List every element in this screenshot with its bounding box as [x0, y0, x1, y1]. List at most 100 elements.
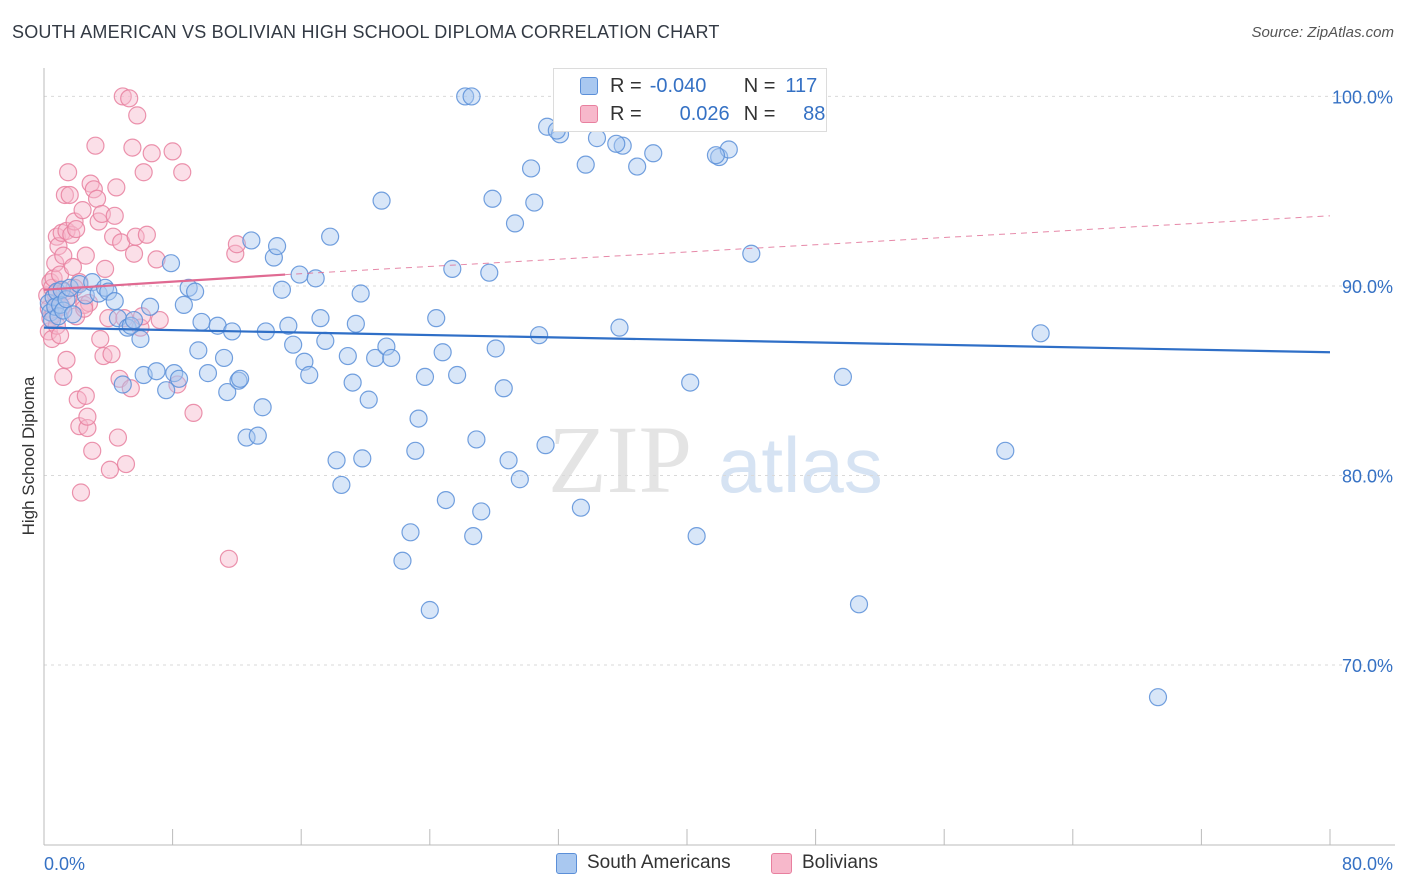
data-point-south-american: [169, 369, 189, 388]
data-point-south-american: [456, 87, 475, 106]
legend-r-value: 0.026: [679, 102, 730, 125]
legend-r-label: R =: [610, 74, 642, 97]
data-point-south-american: [279, 316, 298, 335]
data-point-south-american: [483, 189, 502, 208]
axes: [43, 68, 1395, 846]
data-point-bolivian: [84, 180, 103, 199]
data-point-south-american: [237, 428, 256, 447]
y-tick-labels: 70.0% 80.0% 90.0% 100.0%: [1332, 87, 1393, 676]
data-point-bolivian: [100, 460, 120, 479]
data-point-south-american: [54, 301, 73, 320]
data-point-bolivian: [95, 259, 115, 278]
data-point-south-american: [372, 191, 391, 210]
data-point-south-american: [406, 441, 425, 460]
data-point-south-american: [351, 284, 370, 303]
data-point-bolivian: [67, 219, 86, 239]
data-point-south-american: [393, 551, 412, 570]
data-point-bolivian: [76, 386, 95, 405]
data-point-south-american: [157, 381, 176, 400]
data-point-south-american: [359, 390, 378, 409]
data-point-bolivian: [219, 549, 238, 568]
data-point-south-american: [131, 329, 150, 349]
y-tick-label: 80.0%: [1342, 466, 1393, 486]
data-point-south-american: [366, 348, 385, 368]
legend-swatch-pink: [580, 105, 598, 123]
data-point-south-american: [377, 337, 396, 356]
data-point-bolivian: [107, 178, 126, 197]
x-tick-label: 0.0%: [44, 854, 85, 874]
data-point-bolivian: [173, 163, 192, 182]
data-point-south-american: [610, 318, 629, 337]
chart-title: SOUTH AMERICAN VS BOLIVIAN HIGH SCHOOL D…: [12, 22, 720, 42]
x-tick-label: 80.0%: [1342, 854, 1393, 874]
south-americans-points: [39, 87, 1168, 707]
data-point-bolivian: [226, 244, 245, 263]
data-point-bolivian: [86, 136, 105, 155]
data-point-south-american: [306, 269, 325, 288]
data-point-south-american: [272, 280, 292, 299]
data-point-south-american: [467, 430, 486, 449]
data-point-bolivian: [73, 201, 92, 220]
data-point-south-american: [186, 282, 205, 301]
y-axis-label: High School Diploma: [19, 376, 38, 535]
data-point-south-american: [99, 282, 118, 301]
data-point-bolivian: [116, 454, 136, 474]
data-point-bolivian: [227, 235, 246, 254]
data-point-south-american: [505, 214, 525, 233]
data-point-south-american: [472, 502, 491, 521]
data-point-south-american: [681, 373, 700, 392]
y-tick-label: 70.0%: [1342, 656, 1393, 676]
data-point-south-american: [742, 244, 761, 263]
data-point-south-american: [316, 331, 335, 350]
data-point-south-american: [253, 398, 272, 417]
data-point-bolivian: [57, 350, 76, 369]
data-point-south-american: [189, 341, 208, 360]
data-point-south-american: [571, 498, 591, 517]
data-point-south-american: [510, 470, 529, 489]
bottom-legend-south-americans: South Americans: [556, 852, 731, 874]
data-point-south-american: [427, 309, 446, 328]
data-point-south-american: [420, 600, 439, 620]
data-point-south-american: [105, 292, 124, 311]
data-point-south-american: [433, 343, 452, 362]
data-point-south-american: [833, 367, 853, 387]
data-point-south-american: [530, 326, 549, 345]
watermark: ZIP atlas: [548, 406, 883, 513]
legend-n-value: 117: [785, 74, 818, 97]
data-point-bolivian: [126, 227, 145, 246]
data-point-south-american: [687, 526, 706, 546]
data-point-bolivian: [113, 87, 132, 106]
data-point-south-american: [343, 373, 362, 392]
data-point-bolivian: [105, 206, 124, 225]
data-point-south-american: [192, 312, 211, 332]
data-point-south-american: [464, 526, 483, 546]
data-point-south-american: [480, 263, 499, 282]
data-point-bolivian: [108, 428, 128, 447]
data-point-south-american: [436, 490, 455, 510]
data-point-south-american: [242, 231, 261, 250]
data-point-south-american: [1148, 688, 1168, 707]
data-point-bolivian: [128, 106, 147, 125]
data-point-south-american: [264, 248, 283, 267]
data-point-south-american: [536, 436, 555, 455]
data-point-south-american: [284, 335, 303, 354]
data-point-south-american: [644, 144, 663, 163]
data-point-south-american: [443, 259, 462, 278]
data-point-south-american: [607, 134, 626, 153]
bottom-legend-swatch-pink: [771, 852, 792, 874]
data-point-south-american: [311, 309, 330, 328]
data-point-south-american: [218, 382, 237, 402]
data-point-south-american: [267, 237, 287, 256]
data-point-south-american: [338, 346, 357, 366]
data-point-bolivian: [91, 329, 110, 349]
y-tick-label: 90.0%: [1342, 277, 1393, 297]
data-point-south-american: [628, 157, 647, 176]
data-point-bolivian: [60, 185, 79, 205]
data-point-bolivian: [78, 407, 97, 426]
data-point-south-american: [231, 369, 250, 388]
data-point-bolivian: [99, 309, 118, 328]
grid-lines: [44, 95, 1395, 666]
bottom-legend-bolivians: Bolivians: [771, 852, 878, 874]
data-point-bolivian: [142, 144, 161, 163]
data-point-south-american: [346, 314, 365, 333]
